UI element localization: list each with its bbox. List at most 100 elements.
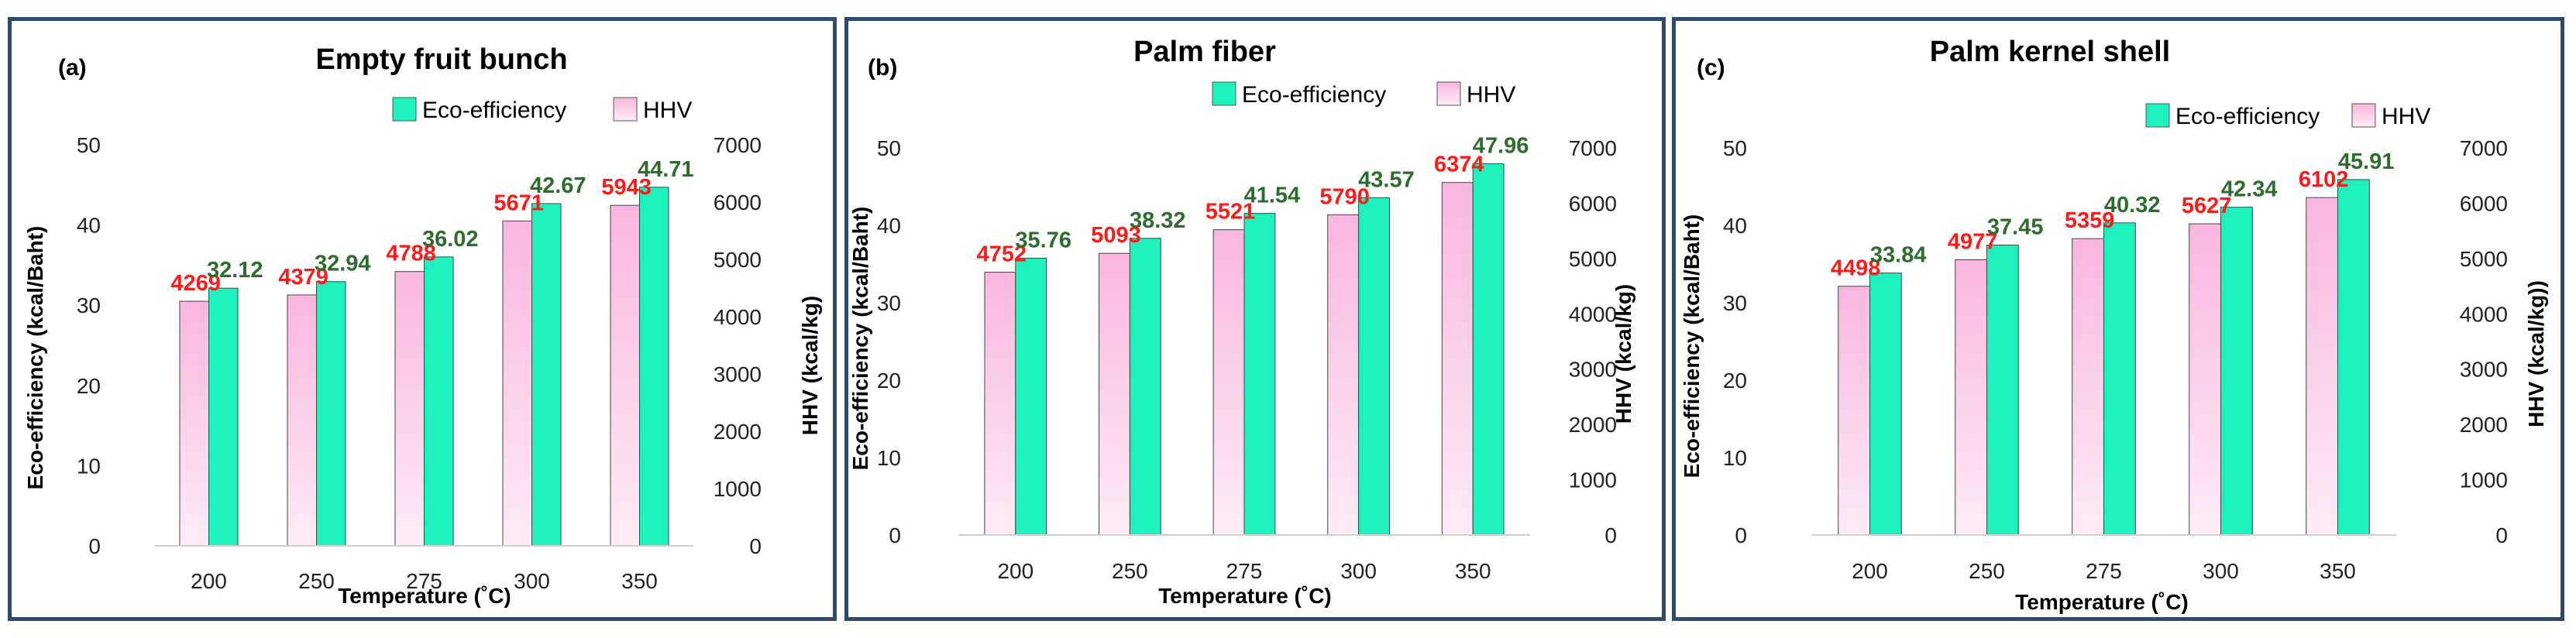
bar-hhv: [610, 204, 640, 547]
data-label-hhv: 4977: [1948, 230, 1998, 255]
data-label-hhv: 4498: [1831, 256, 1881, 281]
y-tick-label: 0: [1735, 523, 1747, 547]
x-tick-label: 275: [2086, 559, 2122, 583]
x-tick-label: 200: [191, 569, 227, 593]
data-label-hhv: 5671: [494, 190, 544, 215]
y2-tick-label: 7000: [1569, 136, 1617, 160]
x-tick-label: 300: [2203, 559, 2239, 583]
data-label-eco: 43.57: [1358, 167, 1415, 192]
data-label-eco: 40.32: [2104, 193, 2161, 218]
y2-axis-title: HHV (kcal/kg): [798, 296, 822, 436]
y2-tick-label: 1000: [1569, 468, 1617, 492]
y-tick-label: 50: [1723, 136, 1747, 160]
bar-eco: [1472, 163, 1505, 536]
chart-panel-c: (c) Palm kernel shell Eco-efficiency HHV…: [1672, 17, 2564, 621]
y2-tick-label: 5000: [714, 248, 762, 272]
data-label-hhv: 5359: [2065, 208, 2115, 233]
bar-eco: [1358, 197, 1390, 536]
chart-panel-b: (b) Palm fiber Eco-efficiency HHV 0 10 20 3…: [844, 17, 1666, 621]
x-tick-label: 200: [997, 559, 1033, 583]
bar-hhv: [1099, 252, 1130, 536]
y-tick-label: 20: [1723, 369, 1747, 393]
y-tick-label: 40: [1723, 214, 1747, 238]
y2-tick-label: 3000: [1569, 358, 1617, 382]
data-label-hhv: 5521: [1205, 200, 1256, 225]
y2-tick-label: 7000: [2460, 136, 2508, 160]
data-label-hhv: 5943: [601, 175, 652, 200]
y-axis-left: 0 10 20 30 40 50: [77, 133, 101, 558]
y2-tick-label: 2000: [714, 420, 762, 444]
x-tick-label: 300: [514, 569, 550, 593]
y-tick-label: 30: [877, 291, 901, 315]
data-label-hhv: 5790: [1319, 184, 1370, 209]
bar-hhv: [1838, 286, 1870, 536]
bar-hhv: [287, 294, 317, 547]
chart-svg-b: (b) Palm fiber Eco-efficiency HHV 0 10 20 3…: [848, 36, 1635, 608]
bar-eco: [1243, 213, 1276, 536]
legend-swatch-eco: [2145, 103, 2170, 128]
bar-eco: [316, 281, 346, 547]
y2-tick-label: 4000: [1569, 302, 1617, 326]
y-axis-title: Eco-efficiency (kcal/Baht): [23, 226, 47, 490]
y2-tick-label: 7000: [714, 133, 762, 157]
x-axis-title: Temperature (˚C): [1158, 584, 1332, 608]
x-tick-label: 275: [406, 569, 442, 593]
y2-tick-label: 0: [1604, 523, 1617, 547]
bar-eco: [2220, 207, 2253, 536]
panel-label: (c): [1697, 55, 1725, 81]
y2-tick-label: 2000: [1569, 413, 1617, 437]
data-label-eco: 36.02: [422, 227, 479, 252]
legend-swatch-eco: [1212, 81, 1236, 106]
y2-tick-label: 1000: [714, 477, 762, 501]
y2-tick-label: 4000: [2460, 302, 2508, 326]
bar-eco: [1986, 245, 2019, 536]
data-label-hhv: 6374: [1434, 153, 1484, 177]
chart-title: Palm kernel shell: [1930, 36, 2171, 68]
legend-label-eco: Eco-efficiency: [1242, 82, 1386, 108]
bar-eco: [639, 187, 669, 547]
chart-title: Palm fiber: [1133, 36, 1276, 68]
data-label-eco: 32.12: [207, 258, 263, 283]
x-axis-title: Temperature (˚C): [338, 584, 511, 608]
y-axis-right: 0 1000 2000 3000 4000 5000 6000 7000: [1569, 136, 1617, 547]
bar-hhv: [1212, 229, 1245, 536]
y-axis-title: Eco-efficiency (kcal/Baht): [848, 207, 872, 471]
x-axis: 200 250 275 300 350: [191, 569, 658, 593]
y-tick-label: 50: [77, 133, 101, 157]
y2-tick-label: 1000: [2460, 468, 2508, 492]
bar-hhv: [2189, 223, 2221, 536]
y2-tick-label: 2000: [2460, 413, 2508, 437]
chart-svg-a: (a) Empty fruit bunch Eco-efficiency HHV…: [23, 43, 822, 608]
y-tick-label: 10: [77, 454, 101, 478]
bar-hhv: [179, 300, 209, 547]
legend-label-hhv: HHV: [2382, 104, 2430, 129]
bar-hhv: [984, 272, 1016, 536]
legend-swatch-eco: [392, 97, 417, 122]
panel-label: (b): [868, 55, 897, 81]
legend-swatch-hhv: [1436, 81, 1461, 106]
data-label-hhv: 4379: [278, 265, 328, 290]
data-label-hhv: 6102: [2299, 167, 2349, 192]
y-axis-title: Eco-efficiency (kcal/Baht): [1680, 214, 1704, 478]
y2-tick-label: 3000: [714, 362, 762, 386]
panel-label: (a): [58, 55, 87, 81]
data-label-hhv: 5093: [1091, 223, 1141, 248]
bar-hhv: [502, 220, 532, 547]
y-tick-label: 20: [77, 374, 101, 398]
bar-eco: [1869, 273, 1902, 536]
legend-swatch-hhv: [2351, 103, 2376, 128]
data-label-hhv: 4788: [386, 242, 436, 266]
x-axis-title: Temperature (˚C): [2015, 590, 2189, 614]
bar-hhv: [2072, 238, 2105, 536]
y-tick-label: 20: [877, 369, 901, 393]
x-tick-label: 250: [1969, 559, 2005, 583]
y-tick-label: 30: [77, 293, 101, 317]
chart-svg-c: (c) Palm kernel shell Eco-efficiency HHV…: [1680, 36, 2548, 614]
data-label-eco: 38.32: [1130, 208, 1186, 233]
y2-tick-label: 6000: [2460, 191, 2508, 215]
legend-label-hhv: HHV: [643, 98, 692, 123]
bar-eco: [424, 256, 454, 547]
